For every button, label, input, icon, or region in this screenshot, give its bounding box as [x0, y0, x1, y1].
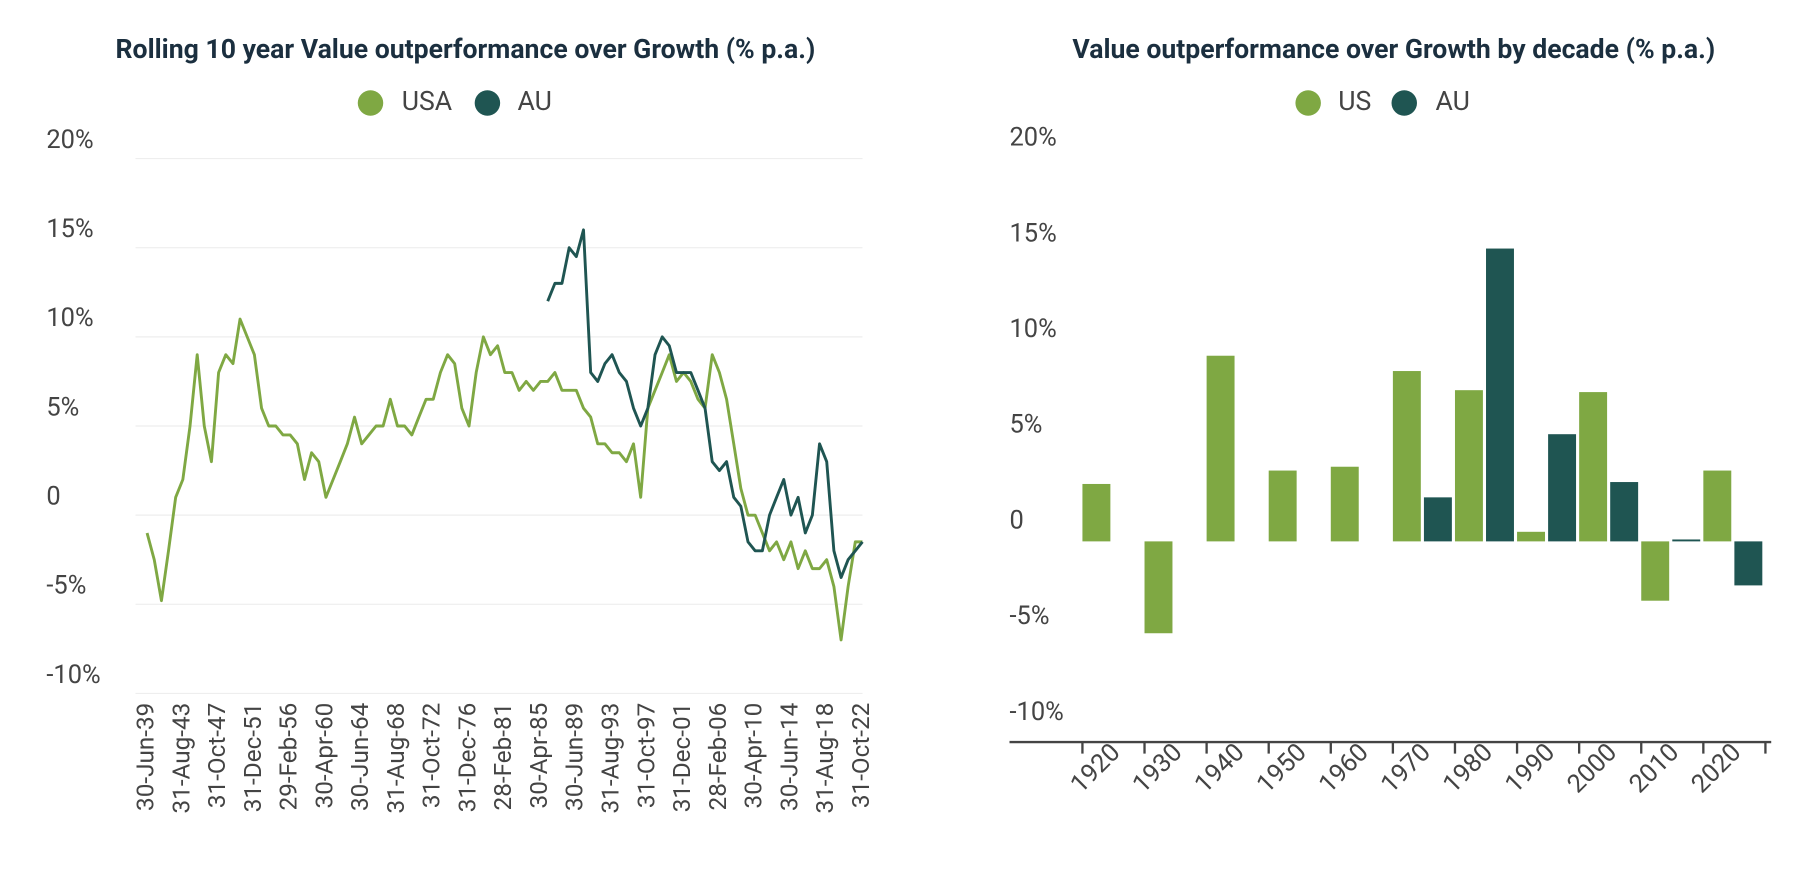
- bar: [1423, 497, 1452, 542]
- x-tick-label: 30-Apr-10: [739, 703, 768, 809]
- x-tick-label: 31-Dec-01: [667, 703, 696, 813]
- bar: [1610, 482, 1639, 542]
- legend-label: US: [1338, 86, 1371, 117]
- line: [145, 317, 863, 642]
- bar: [1641, 541, 1670, 601]
- y-tick-label: 0: [46, 481, 60, 511]
- bar: [1548, 434, 1577, 542]
- y-tick-label: -5%: [1010, 601, 1050, 631]
- x-tick-label: 31-Oct-47: [202, 703, 231, 808]
- chart-title: Rolling 10 year Value outperformance ove…: [116, 34, 816, 65]
- legend-label: AU: [518, 86, 552, 117]
- bar: [1734, 541, 1763, 586]
- y-tick-label: -10%: [46, 660, 100, 690]
- x-tick-label: 30-Jun-64: [345, 702, 374, 811]
- y-tick-label: 10%: [46, 303, 93, 333]
- bar: [1579, 392, 1608, 542]
- y-tick-label: -5%: [46, 571, 86, 601]
- legend-marker: [1391, 90, 1417, 116]
- bar: [1454, 390, 1483, 542]
- x-tick-label: 31-Aug-68: [381, 703, 410, 814]
- x-tick-label: 29-Feb-56: [274, 703, 303, 811]
- x-tick-label: 2000: [1561, 737, 1623, 799]
- x-tick-label: 31-Dec-51: [238, 703, 267, 813]
- bar: [1144, 541, 1173, 634]
- legend-marker: [357, 90, 384, 116]
- x-tick-label: 31-Oct-72: [417, 703, 446, 808]
- y-tick-label: 20%: [46, 125, 93, 155]
- x-tick-label: 1980: [1437, 737, 1499, 799]
- y-tick-label: 15%: [1010, 218, 1057, 248]
- bar: [1206, 355, 1235, 542]
- x-tick-label: 1960: [1313, 737, 1375, 799]
- y-tick-label: 10%: [1010, 314, 1057, 344]
- x-tick-label: 31-Aug-18: [810, 703, 839, 814]
- legend-label: USA: [402, 86, 453, 117]
- x-tick-label: 30-Jun-89: [560, 703, 589, 811]
- x-tick-label: 30-Apr-60: [309, 703, 338, 809]
- bar: [1517, 531, 1546, 542]
- x-tick-label: 31-Dec-76: [452, 703, 481, 813]
- x-tick-label: 2010: [1623, 737, 1685, 799]
- legend-marker: [474, 90, 501, 116]
- x-tick-label: 1990: [1499, 737, 1561, 799]
- x-tick-label: 30-Jun-39: [130, 703, 159, 811]
- y-tick-label: -10%: [1010, 697, 1064, 727]
- legend-label: AU: [1436, 86, 1470, 117]
- bar: [1082, 483, 1111, 542]
- y-tick-label: 0: [1010, 505, 1024, 535]
- y-tick-label: 5%: [1010, 410, 1043, 440]
- y-tick-label: 20%: [1010, 123, 1057, 153]
- bar: [1330, 466, 1359, 542]
- x-tick-label: 28-Feb-81: [488, 703, 517, 811]
- x-tick-label: 31-Aug-93: [596, 703, 625, 814]
- y-tick-label: 15%: [46, 214, 93, 244]
- x-tick-label: 1920: [1065, 737, 1127, 799]
- x-tick-label: 31-Oct-97: [631, 703, 660, 808]
- legend-marker: [1295, 90, 1321, 116]
- x-tick-label: 31-Oct-22: [846, 703, 875, 808]
- bar: [1703, 470, 1732, 542]
- x-tick-label: 1930: [1127, 737, 1189, 799]
- bar: [1392, 371, 1421, 542]
- x-tick-label: 31-Aug-43: [166, 703, 195, 814]
- x-tick-label: 30-Jun-14: [774, 702, 803, 811]
- x-tick-label: 2020: [1685, 737, 1747, 799]
- x-tick-label: 30-Apr-85: [524, 703, 553, 809]
- chart-title: Value outperformance over Growth by deca…: [1072, 34, 1715, 65]
- x-tick-label: 28-Feb-06: [703, 703, 732, 811]
- bar: [1268, 470, 1297, 542]
- line: [546, 228, 864, 579]
- bar: [1486, 248, 1514, 542]
- x-tick-label: 1950: [1251, 737, 1313, 799]
- bar: [1672, 539, 1701, 542]
- x-tick-label: 1970: [1375, 737, 1437, 799]
- y-tick-label: 5%: [46, 392, 79, 422]
- x-tick-label: 1940: [1189, 737, 1251, 799]
